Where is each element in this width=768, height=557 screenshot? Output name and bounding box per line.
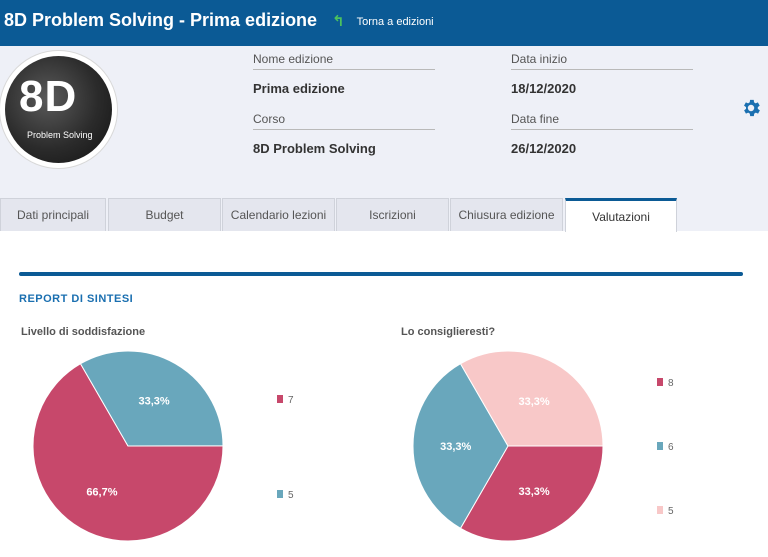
tab-chiusura-edizione[interactable]: Chiusura edizione — [450, 198, 563, 231]
field-value: 26/12/2020 — [511, 141, 577, 156]
back-to-editions-link[interactable]: ↰ Torna a edizioni — [332, 14, 434, 29]
back-link-label: Torna a edizioni — [356, 15, 434, 28]
course-logo: 8D Problem Solving — [0, 51, 117, 168]
slice-data-label: 33,3% — [440, 441, 471, 453]
field-nome-edizione: Nome edizione Prima edizione — [253, 52, 435, 96]
tab-valutazioni[interactable]: Valutazioni — [565, 198, 677, 232]
report-panel: REPORT DI SINTESI Livello di soddisfazio… — [0, 232, 768, 557]
pie-slice — [32, 363, 224, 542]
pie-slice — [459, 350, 604, 447]
tab-calendario-lezioni[interactable]: Calendario lezioni — [222, 198, 335, 231]
legend-swatch — [657, 442, 663, 450]
legend-label: 5 — [668, 506, 674, 517]
legend-label: 6 — [668, 442, 674, 453]
field-data-inizio: Data inizio 18/12/2020 — [511, 52, 693, 96]
legend-label: 7 — [288, 395, 294, 406]
top-bar: 8D Problem Solving - Prima edizione ↰ To… — [0, 0, 768, 46]
field-label: Corso — [253, 112, 435, 130]
chart-title-consiglieresti: Lo consiglieresti? — [401, 326, 496, 338]
page-title: 8D Problem Solving - Prima edizione — [4, 10, 318, 30]
field-corso: Corso 8D Problem Solving — [253, 112, 435, 156]
field-label: Data fine — [511, 112, 693, 130]
field-value: Prima edizione — [253, 81, 345, 96]
field-label: Data inizio — [511, 52, 693, 70]
report-section-title: REPORT DI SINTESI — [19, 293, 134, 305]
legend-label: 8 — [668, 378, 674, 389]
pie-slice — [459, 445, 604, 542]
pie-slice — [412, 363, 509, 529]
legend-swatch — [277, 490, 283, 498]
logo-title: 8D — [19, 72, 78, 121]
slice-data-label: 66,7% — [86, 486, 117, 498]
field-value: 18/12/2020 — [511, 81, 577, 96]
pie-slice — [79, 350, 224, 447]
legend-swatch — [657, 506, 663, 514]
gear-icon[interactable] — [740, 97, 762, 119]
slice-data-label: 33,3% — [138, 396, 169, 408]
legend-swatch — [657, 378, 663, 386]
tab-iscrizioni[interactable]: Iscrizioni — [336, 198, 449, 231]
field-value: 8D Problem Solving — [253, 141, 376, 156]
back-arrow-icon: ↰ — [332, 13, 345, 30]
legend-label: 5 — [288, 490, 294, 501]
chart-title-soddisfazione: Livello di soddisfazione — [21, 326, 146, 338]
field-label: Nome edizione — [253, 52, 435, 70]
slice-data-label: 33,3% — [519, 396, 550, 408]
pie-chart-soddisfazione: 66,7% 33,3% 7 5 — [32, 350, 294, 542]
pie-chart-consiglieresti: 33,3% 33,3% 33,3% 8 6 5 — [412, 350, 674, 542]
section-divider — [19, 272, 743, 276]
tab-budget[interactable]: Budget — [108, 198, 221, 231]
logo-subtitle: Problem Solving — [27, 130, 93, 140]
field-data-fine: Data fine 26/12/2020 — [511, 112, 693, 156]
legend-swatch — [277, 395, 283, 403]
slice-data-label: 33,3% — [519, 486, 550, 498]
tab-dati-principali[interactable]: Dati principali — [0, 198, 106, 231]
